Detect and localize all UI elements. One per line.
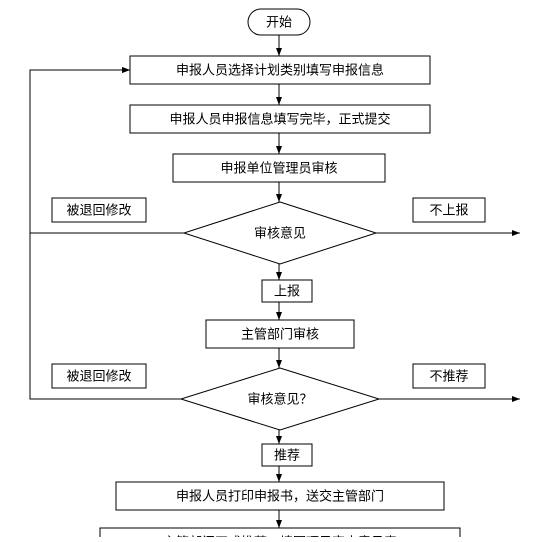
node-d2: 审核意见？ — [181, 368, 379, 430]
node-label: 被退回修改 — [66, 369, 131, 384]
node-n3: 申报单位管理员审核 — [173, 154, 385, 182]
node-label: 不上报 — [429, 203, 468, 218]
node-n4: 主管部门审核 — [206, 320, 354, 348]
node-lbl_up: 上报 — [262, 280, 312, 302]
flowchart: 开始申报人员选择计划类别填写申报信息申报人员申报信息填写完毕，正式提交申报单位管… — [0, 0, 534, 537]
node-label: 审核意见？ — [247, 392, 312, 407]
node-n2: 申报人员申报信息填写完毕，正式提交 — [130, 105, 430, 133]
node-n1: 申报人员选择计划类别填写申报信息 — [130, 56, 430, 84]
node-label: 上报 — [274, 284, 300, 299]
node-label: 推荐 — [274, 448, 300, 463]
node-lbl_ret2: 被退回修改 — [52, 364, 146, 388]
node-label: 不推荐 — [429, 369, 468, 384]
node-label: 审核意见 — [254, 226, 306, 241]
node-label: 被退回修改 — [66, 203, 131, 218]
node-lbl_no2: 不推荐 — [413, 364, 485, 388]
node-label: 申报人员选择计划类别填写申报信息 — [176, 63, 384, 78]
node-lbl_rec: 推荐 — [262, 444, 312, 466]
node-label: 申报人员申报信息填写完毕，正式提交 — [169, 112, 390, 127]
node-lbl_ret1: 被退回修改 — [52, 198, 146, 222]
node-start: 开始 — [248, 9, 310, 35]
node-lbl_no1: 不上报 — [413, 198, 485, 222]
node-label: 主管部门审核 — [241, 327, 319, 342]
node-n6: 主管部门正式推荐，填写项目审查意见表 — [100, 528, 460, 537]
node-label: 开始 — [266, 15, 292, 30]
node-d1: 审核意见 — [184, 202, 376, 264]
node-label: 申报单位管理员审核 — [220, 161, 337, 176]
node-n5: 申报人员打印申报书，送交主管部门 — [116, 482, 444, 510]
node-label: 申报人员打印申报书，送交主管部门 — [176, 489, 384, 504]
